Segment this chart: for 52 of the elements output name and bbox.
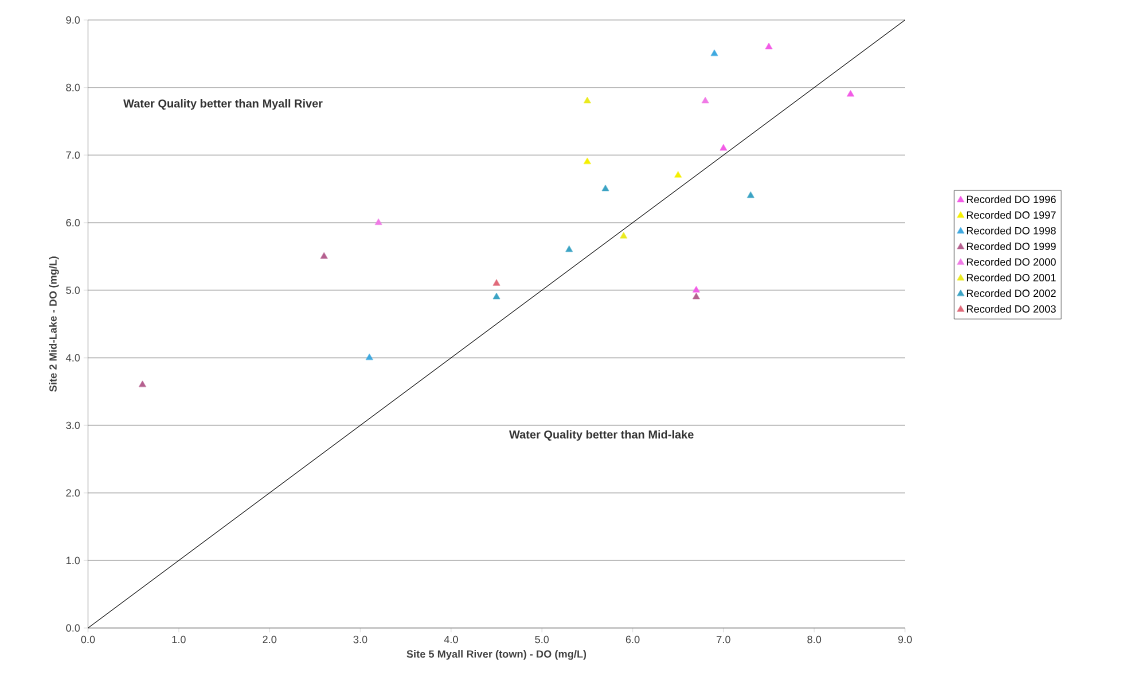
point [601, 184, 610, 192]
y-tick-label: 1.0 [66, 556, 80, 565]
point [365, 353, 374, 360]
y-tick-label: 7.0 [66, 151, 80, 159]
legend-label: Recorded DO 1997 [966, 211, 1056, 219]
point [701, 96, 709, 104]
legend-label: Recorded DO 2003 [966, 304, 1056, 313]
point [692, 292, 700, 300]
point [619, 231, 628, 239]
point [846, 90, 855, 97]
point [719, 144, 728, 151]
y-tick-label: 0.0 [66, 624, 80, 632]
legend-label: Recorded DO 2002 [966, 289, 1056, 298]
point [692, 286, 700, 293]
point [765, 42, 773, 50]
point [583, 157, 591, 165]
point [565, 245, 573, 252]
x-tick-label: 5.0 [535, 635, 549, 644]
x-tick-label: 6.0 [625, 635, 640, 644]
x-tick-label: 3.0 [353, 635, 368, 644]
legend-label: Recorded DO 2001 [966, 273, 1056, 282]
point [492, 279, 501, 286]
y-tick-label: 3.0 [66, 421, 80, 430]
x-tick-label: 8.0 [807, 635, 822, 644]
point [138, 380, 147, 387]
y-tick-label: 6.0 [66, 218, 80, 227]
point [320, 252, 328, 259]
x-tick-label: 1.0 [172, 635, 186, 644]
x-tick-label: 9.0 [898, 635, 912, 644]
y-tick-label: 8.0 [66, 83, 80, 92]
y-tick-label: 9.0 [66, 16, 80, 24]
x-tick-label: 0.0 [81, 635, 95, 644]
legend-label: Recorded DO 2000 [966, 258, 1056, 266]
y-axis-title: Site 2 Mid-Lake - DO (mg/L) [49, 256, 59, 392]
legend-label: Recorded DO 1996 [966, 195, 1056, 204]
y-tick-label: 4.0 [65, 354, 80, 362]
x-tick-label: 4.0 [444, 635, 458, 644]
annotation: Water Quality better than Mid-lake [509, 430, 694, 441]
x-tick-label: 2.0 [262, 635, 277, 644]
point [492, 292, 501, 300]
point [710, 49, 719, 56]
point [674, 171, 682, 178]
annotation: Water Quality better than Myall River [123, 99, 323, 110]
point [583, 96, 591, 104]
legend-label: Recorded DO 1999 [966, 242, 1056, 251]
y-tick-label: 2.0 [66, 489, 80, 497]
legend-label: Recorded DO 1998 [966, 226, 1056, 235]
point [374, 218, 383, 225]
x-tick-label: 7.0 [716, 635, 731, 644]
point [747, 191, 755, 198]
y-tick-label: 5.0 [66, 286, 80, 294]
x-axis-title: Site 5 Myall River (town) - DO (mg/L) [406, 650, 587, 660]
